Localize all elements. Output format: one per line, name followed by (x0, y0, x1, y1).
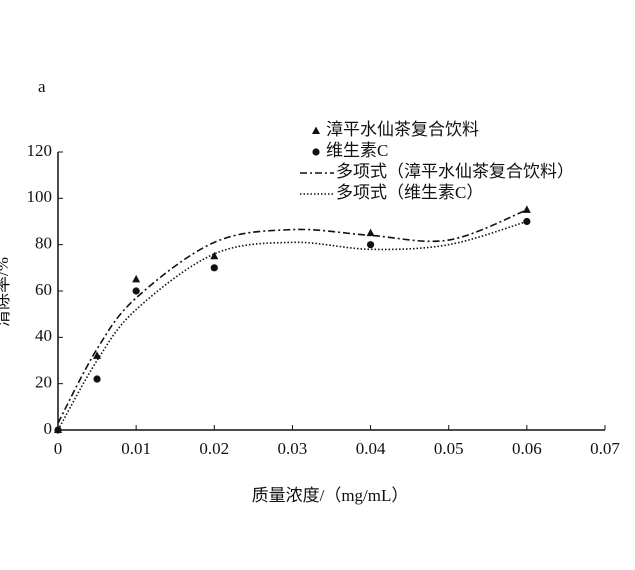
trend-line (57, 220, 528, 431)
legend-label: 多项式（维生素C） (336, 183, 483, 202)
x-tick-label: 0.02 (199, 439, 229, 458)
x-tick-label: 0 (54, 439, 63, 458)
trend-line (57, 209, 528, 424)
marker-circle (312, 148, 320, 156)
y-tick-label: 60 (35, 280, 52, 299)
marker-circle (210, 264, 218, 272)
x-axis-label: 质量浓度/（mg/mL） (252, 486, 409, 505)
marker-triangle (93, 351, 102, 359)
legend-label: 漳平水仙茶复合饮料 (326, 120, 479, 139)
marker-triangle (210, 251, 219, 260)
marker-triangle (366, 228, 375, 237)
y-tick-label: 0 (44, 419, 53, 438)
panel-label: a (38, 77, 46, 96)
y-tick-label: 80 (35, 234, 52, 253)
marker-triangle (522, 205, 531, 213)
marker-circle (366, 241, 375, 249)
marker-circle (132, 287, 140, 295)
marker-circle (93, 375, 101, 383)
y-tick-label: 120 (27, 141, 53, 160)
marker-circle (523, 217, 531, 226)
x-tick-label: 0.04 (356, 439, 386, 458)
x-tick-label: 0.01 (121, 439, 151, 458)
y-axis-label: 清除率/% (0, 257, 12, 327)
x-tick-label: 0.03 (278, 439, 308, 458)
y-tick-label: 20 (35, 373, 52, 392)
marker-circle (54, 426, 62, 434)
legend-label: 多项式（漳平水仙茶复合饮料） (336, 162, 574, 181)
legend-label: 维生素C (326, 141, 388, 160)
y-tick-label: 40 (35, 326, 52, 345)
y-tick-label: 100 (27, 187, 53, 206)
marker-triangle (132, 274, 141, 283)
x-tick-label: 0.05 (434, 439, 464, 458)
x-tick-label: 0.06 (512, 439, 542, 458)
x-tick-label: 0.07 (590, 439, 620, 458)
marker-triangle (312, 126, 320, 134)
